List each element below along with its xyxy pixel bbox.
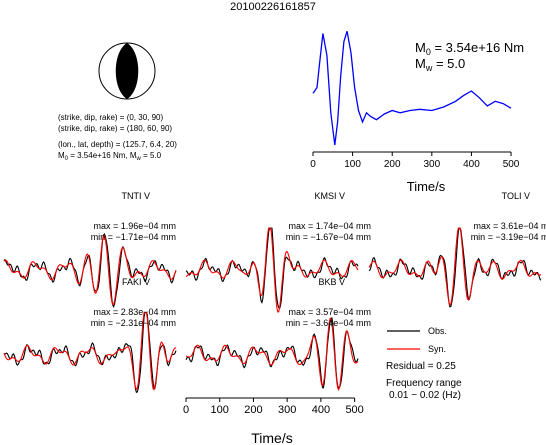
tick-label: 400 xyxy=(312,404,330,416)
stf-mw-label: Mw = 5.0 xyxy=(415,56,465,73)
station-max: max = 2.83e−04 mm xyxy=(93,307,176,317)
synthetic-trace xyxy=(368,227,542,306)
stf-line xyxy=(312,31,512,146)
frequency-label: Frequency range xyxy=(386,378,462,389)
station-max: max = 1.96e−04 mm xyxy=(93,221,176,231)
stf-x-axis: 0 100 200 300 400 500 xyxy=(310,151,520,170)
moment-m0-main: M xyxy=(58,151,65,160)
synthetic-trace xyxy=(185,317,359,391)
stf-m0-sub: 0 xyxy=(426,47,431,57)
plane-2-label: (strike, dip, rake) = (180, 60, 90) xyxy=(58,124,172,133)
observed-trace xyxy=(3,232,177,308)
station-name: TNTI V xyxy=(122,191,151,201)
legend-obs-label: Obs. xyxy=(428,326,447,336)
tick-label: 100 xyxy=(344,159,361,170)
stf-m0-main: M xyxy=(415,40,426,55)
station-max: max = 3.57e−04 mm xyxy=(288,307,371,317)
figure-title: 20100226161857 xyxy=(230,1,316,13)
focal-mechanism xyxy=(98,42,156,100)
tick-label: 500 xyxy=(345,404,363,416)
waveform-x-axis: 0 100 200 300 400 500 xyxy=(183,397,364,416)
frequency-range: 0.01 − 0.02 (Hz) xyxy=(389,390,461,401)
moment-m0-rest: = 3.54e+16 Nm, M xyxy=(68,151,137,160)
tick-label: 300 xyxy=(423,159,440,170)
synthetic-trace xyxy=(185,227,359,313)
observed-trace xyxy=(368,227,542,308)
synthetic-trace xyxy=(3,234,177,306)
moment-mw-rest: = 5.0 xyxy=(141,151,162,160)
station-min: min = −3.19e−04 mm xyxy=(471,232,546,242)
stf-m0-rest: = 3.54e+16 Nm xyxy=(431,40,524,55)
observed-trace xyxy=(3,312,177,393)
tick-label: 0 xyxy=(310,159,316,170)
tick-label: 0 xyxy=(183,404,189,416)
station-min: min = −1.71e−04 mm xyxy=(91,232,176,242)
stf-mw-rest: = 5.0 xyxy=(432,56,465,71)
waveform-legend: Obs. Syn. Residual = 0.25 Frequency rang… xyxy=(386,326,462,401)
station-name: FAKI V xyxy=(122,277,150,287)
station-min: min = −3.64e−04 mm xyxy=(286,318,371,328)
stf-mw-sub: w xyxy=(425,63,433,73)
stf-xlabel: Time/s xyxy=(407,179,446,194)
station-min: min = −2.31e−04 mm xyxy=(91,318,176,328)
moment-mw-sub: w xyxy=(136,156,142,162)
tick-label: 100 xyxy=(211,404,229,416)
tick-label: 500 xyxy=(503,159,520,170)
location-label: (lon., lat, depth) = (125.7, 6.4, 20) xyxy=(58,140,177,149)
tick-label: 200 xyxy=(244,404,262,416)
moment-label: M0 = 3.54e+16 Nm, Mw = 5.0 xyxy=(58,151,162,162)
compressional-quadrant xyxy=(115,43,139,99)
station-max: max = 3.61e−04 mm xyxy=(473,221,546,231)
waveform-xlabel: Time/s xyxy=(251,430,292,445)
station-name: BKB V xyxy=(318,277,345,287)
stf-panel: 0 100 200 300 400 500 Time/s M0 = 3.54e+16 Nm… xyxy=(310,31,524,194)
legend-syn-label: Syn. xyxy=(428,344,446,354)
tick-label: 300 xyxy=(278,404,296,416)
station-name: KMSI V xyxy=(314,191,345,201)
stf-mw-main: M xyxy=(415,56,426,71)
station-name: TOLI V xyxy=(502,191,530,201)
stf-m0-label: M0 = 3.54e+16 Nm xyxy=(415,40,524,57)
observed-trace xyxy=(185,227,359,310)
plane-1-label: (strike, dip, rake) = (0, 30, 90) xyxy=(58,113,163,122)
moment-m0-sub: 0 xyxy=(65,156,69,162)
residual-label: Residual = 0.25 xyxy=(386,361,456,372)
station-max: max = 1.74e−04 mm xyxy=(288,221,371,231)
tick-label: 200 xyxy=(384,159,401,170)
synthetic-trace xyxy=(3,312,176,391)
station-min: min = −1.67e−04 mm xyxy=(286,232,371,242)
tick-label: 400 xyxy=(463,159,480,170)
